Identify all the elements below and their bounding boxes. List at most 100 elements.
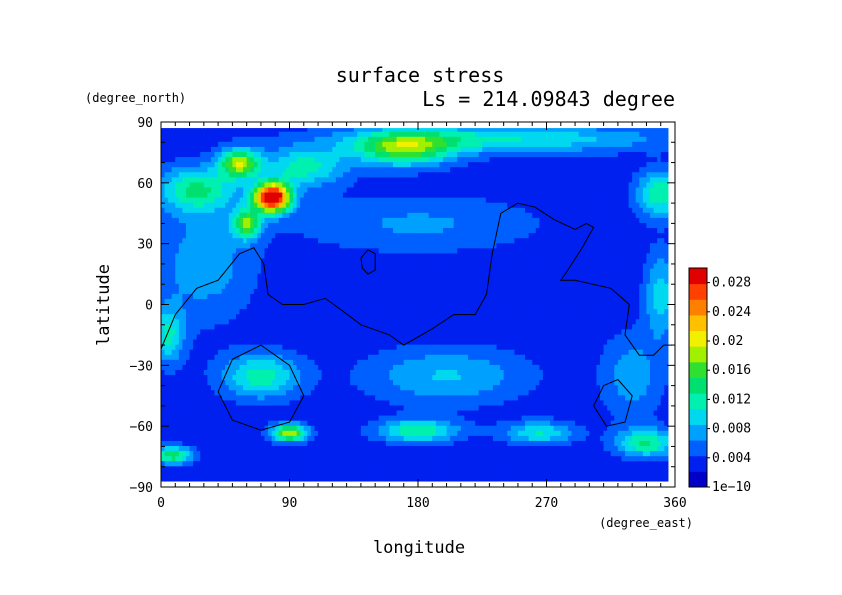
heatmap-cell (300, 420, 305, 426)
heatmap-cell (178, 404, 184, 411)
heatmap-cell (243, 465, 248, 472)
heatmap-cell (250, 450, 255, 457)
heatmap-cell (214, 257, 219, 264)
heatmap-cell (378, 136, 383, 142)
heatmap-cell (389, 252, 394, 259)
heatmap-cell (257, 470, 262, 477)
heatmap-cell (243, 333, 248, 340)
heatmap-cell (300, 354, 305, 360)
heatmap-cell (161, 293, 166, 300)
heatmap-cell (375, 141, 380, 147)
heatmap-cell (385, 420, 391, 426)
heatmap-cell (360, 156, 366, 163)
heatmap-cell (235, 181, 241, 188)
heatmap-cell (385, 425, 391, 431)
heatmap-cell (253, 364, 258, 370)
heatmap-cell (178, 420, 184, 426)
heatmap-cell (239, 131, 244, 137)
heatmap-cell (346, 455, 351, 462)
heatmap-cell (250, 338, 255, 345)
heatmap-cell (318, 202, 323, 208)
heatmap-cell (221, 440, 226, 447)
heatmap-cell (278, 384, 283, 391)
heatmap-cell (346, 440, 351, 447)
heatmap-cell (378, 197, 383, 203)
heatmap-cell (161, 364, 166, 370)
heatmap-cell (396, 323, 401, 330)
heatmap-cell (189, 237, 194, 244)
heatmap-cell (282, 435, 287, 441)
heatmap-cell (303, 394, 308, 401)
heatmap-cell (400, 222, 405, 229)
heatmap-cell (368, 399, 373, 406)
heatmap-cell (339, 273, 344, 279)
heatmap-cell (368, 445, 373, 452)
heatmap-cell (328, 237, 333, 244)
heatmap-cell (210, 465, 216, 472)
heatmap-cell (210, 338, 216, 345)
heatmap-cell (253, 303, 258, 310)
heatmap-cell (314, 389, 319, 396)
heatmap-cell (332, 288, 337, 294)
heatmap-cell (375, 146, 380, 152)
heatmap-cell (246, 202, 251, 208)
heatmap-cell (178, 232, 184, 239)
heatmap-cell (246, 186, 251, 193)
heatmap-cell (243, 257, 248, 264)
heatmap-cell (228, 338, 233, 345)
heatmap-cell (350, 278, 355, 284)
heatmap-cell (396, 328, 401, 335)
heatmap-cell (161, 475, 166, 482)
heatmap-cell (225, 460, 230, 467)
heatmap-cell (400, 283, 405, 289)
heatmap-cell (314, 374, 319, 381)
heatmap-cell (207, 328, 212, 335)
heatmap-cell (243, 268, 248, 274)
heatmap-cell (375, 268, 380, 274)
heatmap-cell (364, 186, 369, 193)
heatmap-cell (271, 354, 276, 360)
heatmap-cell (378, 298, 383, 305)
heatmap-cell (389, 242, 394, 249)
heatmap-cell (235, 409, 241, 416)
heatmap-cell (375, 166, 380, 173)
heatmap-cell (189, 247, 194, 254)
heatmap-cell (271, 323, 276, 330)
heatmap-cell (253, 359, 258, 365)
heatmap-cell (296, 409, 301, 416)
heatmap-cell (200, 344, 205, 350)
heatmap-cell (360, 186, 366, 193)
heatmap-cell (314, 323, 319, 330)
heatmap-cell (185, 146, 191, 152)
heatmap-cell (368, 364, 373, 370)
heatmap-cell (325, 420, 330, 426)
heatmap-cell (210, 242, 216, 249)
heatmap-cell (360, 465, 366, 472)
heatmap-cell (232, 191, 237, 198)
heatmap-cell (289, 298, 294, 305)
heatmap-cell (225, 247, 230, 254)
heatmap-cell (207, 323, 212, 330)
heatmap-cell (232, 338, 237, 345)
heatmap-cell (271, 268, 276, 274)
heatmap-cell (253, 191, 258, 198)
heatmap-cell (378, 369, 383, 376)
heatmap-cell (389, 298, 394, 305)
heatmap-cell (168, 415, 173, 421)
heatmap-cell (375, 232, 380, 239)
heatmap-cell (314, 268, 319, 274)
heatmap-cell (364, 288, 369, 294)
heatmap-cell (264, 151, 269, 158)
heatmap-cell (314, 161, 319, 168)
heatmap-cell (185, 440, 191, 447)
heatmap-cell (403, 217, 408, 223)
heatmap-cell (382, 156, 387, 163)
heatmap-cell (239, 440, 244, 447)
heatmap-cell (207, 440, 212, 447)
heatmap-cell (264, 171, 269, 178)
heatmap-cell (275, 435, 280, 441)
heatmap-cell (264, 318, 269, 325)
heatmap-cell (289, 212, 294, 218)
heatmap-cell (318, 384, 323, 391)
heatmap-cell (225, 470, 230, 477)
